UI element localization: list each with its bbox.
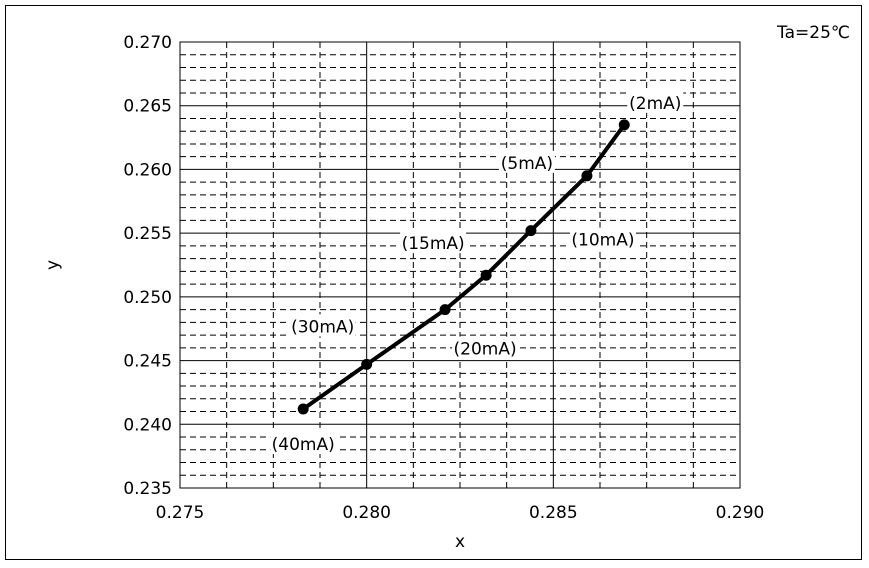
point-label: (30mA): [291, 317, 354, 337]
data-point: [297, 403, 309, 415]
y-tick-label: 0.245: [123, 352, 172, 372]
point-label-bg: [569, 227, 636, 250]
y-tick-labels: 0.235 0.240 0.245 0.250 0.255 0.260 0.265 0.270: [123, 33, 172, 499]
chart-frame: [5, 5, 862, 560]
data-point: [525, 225, 537, 237]
point-label: (5mA): [501, 154, 553, 174]
x-tick-label: 0.285: [529, 503, 578, 523]
point-label: (15mA): [402, 234, 465, 254]
y-tick-label: 0.270: [123, 33, 172, 53]
data-point: [480, 269, 492, 281]
plot-border: [179, 41, 741, 489]
y-tick-label: 0.255: [123, 224, 172, 244]
data-point: [361, 358, 373, 370]
point-labels: (40mA) (30mA) (20mA) (15mA) (10mA) (5mA) (2mA): [270, 90, 684, 455]
y-tick-label: 0.265: [123, 97, 172, 117]
point-label-bg: [627, 90, 684, 113]
data-point: [581, 170, 593, 182]
data-point: [439, 304, 451, 316]
series-layer: [297, 119, 630, 415]
point-label-bg: [289, 314, 356, 337]
point-label: (20mA): [454, 340, 517, 360]
point-label-bg: [498, 150, 555, 173]
temperature-annotation: Ta=25℃: [776, 23, 850, 43]
y-tick-label: 0.240: [123, 415, 172, 435]
x-tick-label: 0.280: [342, 503, 391, 523]
point-label: (40mA): [272, 435, 335, 455]
point-label: (2mA): [629, 94, 681, 114]
grid-minor: [180, 42, 740, 488]
data-point: [618, 119, 630, 131]
y-tick-label: 0.235: [123, 479, 172, 499]
point-label-bg: [452, 336, 519, 359]
series-line: [301, 122, 627, 411]
y-tick-label: 0.260: [123, 160, 172, 180]
x-tick-labels: 0.275 0.280 0.285 0.290: [156, 503, 765, 523]
y-tick-label: 0.250: [123, 288, 172, 308]
point-label: (10mA): [571, 231, 634, 251]
point-label-bg: [270, 431, 337, 454]
y-axis-label: y: [43, 260, 63, 270]
x-tick-label: 0.290: [716, 503, 765, 523]
x-tick-label: 0.275: [156, 503, 205, 523]
point-label-bg: [400, 231, 467, 254]
x-axis-label: x: [455, 532, 465, 552]
